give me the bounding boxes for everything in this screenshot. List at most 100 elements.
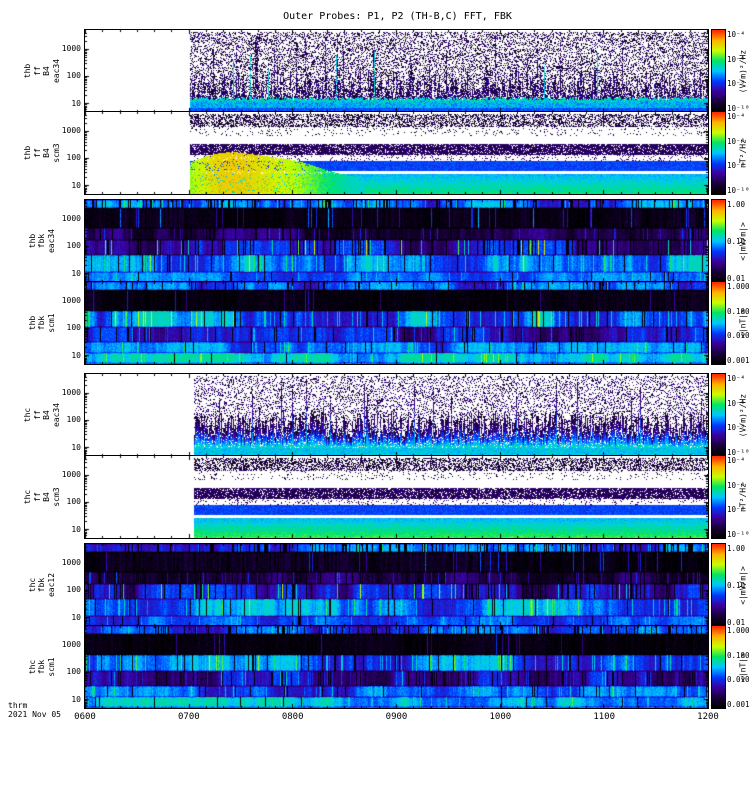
y-tick-label: 10 (71, 612, 81, 622)
spectrogram-thb-fbk-scm (84, 281, 709, 365)
spectrogram-thb-fbk-efield (84, 199, 709, 283)
panel-label-line: thc (23, 407, 32, 423)
spectrogram-thb-fft-efield (84, 29, 709, 113)
colorbar-tick-label: 10⁻⁴ (727, 30, 746, 39)
y-tick-label: 10 (71, 98, 81, 108)
spectrogram-thc-fbk-scm (84, 625, 709, 709)
colorbar-unit-thb-fbk-scm: <|nT|> (737, 282, 749, 364)
y-tick-label: 100 (66, 323, 81, 333)
y-tick-label: 1000 (61, 388, 81, 398)
colorbar-unit-label: (V/m)²/Hz (738, 49, 747, 93)
colorbar-tick-label: 0.01 (727, 618, 746, 627)
plot-footer: thrm 2021 Nov 05 (8, 701, 61, 719)
colorbar-tick-label: 10⁻⁶ (727, 398, 746, 408)
colorbar-unit-label: <|nT|> (738, 652, 747, 682)
colorbar-tick-label: 10⁻¹⁰ (727, 104, 750, 113)
colorbar-tick-label: 10⁻⁶ (727, 480, 746, 490)
panel-label-line: fbk (37, 577, 47, 593)
colorbar-tick-label: 10⁻¹⁰ (727, 448, 750, 457)
panel-label-line: fbk (37, 315, 47, 331)
colorbar-tick-label: 0.10 (727, 237, 746, 246)
y-tick-label: 100 (66, 667, 81, 677)
spectrogram-thb-fft-scm (84, 111, 709, 195)
colorbar-thb-fbk-efield (711, 199, 726, 283)
colorbar-tick-label: 10⁻⁸ (727, 423, 746, 433)
colorbar-unit-label: <|mV/m|> (738, 221, 747, 261)
y-tick-label: 10 (71, 694, 81, 704)
colorbar-unit-label: nT²/Hz (738, 138, 747, 168)
y-tick-label: 10 (71, 268, 81, 278)
y-tick-label: 100 (66, 497, 81, 507)
colorbar-tick-label: 0.001 (727, 356, 750, 365)
colorbar-tick-label: 0.010 (727, 331, 750, 341)
y-tick-label: 100 (66, 71, 81, 81)
colorbar-unit-thc-fft-scm: nT²/Hz (737, 456, 749, 538)
colorbar-tick-label: 10⁻⁴ (727, 112, 746, 121)
y-tick-label: 10 (71, 180, 81, 190)
colorbar-tick-label: 0.010 (727, 675, 750, 685)
panel-label-line: ff (32, 148, 42, 158)
y-tick-label: 10 (71, 350, 81, 360)
x-tick-label: 0600 (74, 712, 96, 722)
colorbar-thc-fbk-efield (711, 543, 726, 627)
colorbar-unit-thb-fft-scm: nT²/Hz (737, 112, 749, 194)
panel-label-line: thb (27, 233, 37, 249)
colorbar-tick-label: 10⁻⁸ (727, 79, 746, 89)
panel-label-line: ff (32, 492, 42, 502)
colorbar-tick-label: 1.000 (727, 282, 750, 291)
colorbar-tick-label: 10⁻⁸ (727, 505, 746, 515)
y-tick-label: 1000 (61, 296, 81, 306)
footer-date-label: 2021 Nov 05 (8, 710, 61, 719)
y-tick-label: 1000 (61, 470, 81, 480)
colorbar-thc-fbk-scm (711, 625, 726, 709)
colorbar-unit-thb-fft-efield: (V/m)²/Hz (737, 30, 749, 112)
colorbar-thb-fft-scm (711, 111, 726, 195)
y-tick-label: 100 (66, 415, 81, 425)
colorbar-tick-label: 1.000 (727, 626, 750, 635)
panel-label-line: thb (23, 145, 32, 161)
panel-label-line: thc (27, 659, 37, 675)
y-tick-label: 1000 (61, 640, 81, 650)
colorbar-tick-label: 1.00 (727, 544, 746, 553)
panel-label-line: ff (32, 66, 42, 76)
colorbar-tick-label: 1.00 (727, 200, 746, 209)
x-tick-label: 0800 (281, 712, 304, 722)
y-tick-label: 10 (71, 442, 81, 452)
y-tick-label: 10 (71, 524, 81, 534)
colorbar-tick-label: 0.10 (727, 581, 746, 590)
colorbar-unit-label: (V/m)²/Hz (738, 393, 747, 437)
colorbar-tick-label: 0.001 (727, 700, 750, 709)
y-tick-label: 100 (66, 153, 81, 163)
y-tick-label: 1000 (61, 44, 81, 54)
panel-label-line: thc (27, 577, 37, 593)
x-tick-label: 1200 (697, 712, 719, 722)
colorbar-unit-thc-fft-efield: (V/m)²/Hz (737, 374, 749, 456)
y-tick-label: 100 (66, 241, 81, 251)
y-tick-label: 1000 (61, 214, 81, 224)
x-tick-label: 0700 (177, 712, 200, 722)
colorbar-unit-thc-fbk-efield: <|mV/m|> (737, 544, 749, 626)
colorbar-thc-fft-scm (711, 455, 726, 539)
colorbar-tick-label: 10⁻⁴ (727, 456, 746, 465)
colorbar-tick-label: 10⁻¹⁰ (727, 530, 750, 539)
panel-label-line: ff (32, 410, 42, 420)
colorbar-tick-label: 0.100 (727, 306, 750, 316)
colorbar-thb-fbk-scm (711, 281, 726, 365)
colorbar-tick-label: 0.01 (727, 274, 746, 283)
colorbar-thc-fft-efield (711, 373, 726, 457)
colorbar-tick-label: 10⁻¹⁰ (727, 186, 750, 195)
colorbar-unit-label: <|nT|> (738, 308, 747, 338)
chart-title: Outer Probes: P1, P2 (TH-B,C) FFT, FBK (283, 11, 512, 22)
colorbar-unit-label: <|mV/m|> (738, 565, 747, 605)
colorbar-tick-label: 10⁻⁶ (727, 54, 746, 64)
panel-label-line: fbk (37, 233, 47, 249)
y-tick-label: 1000 (61, 558, 81, 568)
panel-label-line: thb (23, 63, 32, 79)
colorbar-unit-thb-fbk-efield: <|mV/m|> (737, 200, 749, 282)
panel-label-line: thc (23, 489, 32, 505)
colorbar-unit-label: nT²/Hz (738, 482, 747, 512)
colorbar-tick-label: 0.100 (727, 650, 750, 660)
footer-source-label: thrm (8, 701, 28, 710)
y-tick-label: 1000 (61, 126, 81, 136)
